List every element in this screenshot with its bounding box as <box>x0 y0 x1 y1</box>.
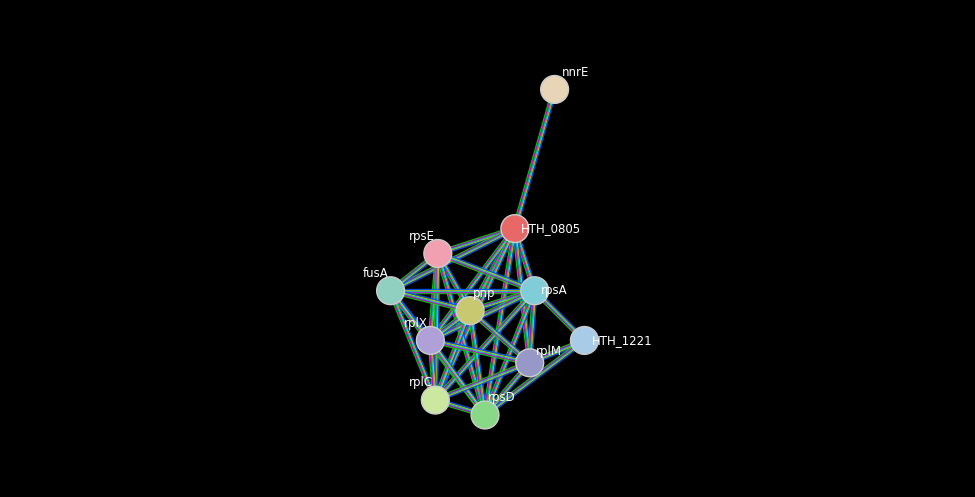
Circle shape <box>541 76 568 103</box>
Text: pnp: pnp <box>473 287 495 300</box>
Circle shape <box>416 327 445 354</box>
Circle shape <box>376 277 405 305</box>
Circle shape <box>456 297 484 325</box>
Text: rplC: rplC <box>409 376 433 389</box>
Circle shape <box>521 277 549 305</box>
Text: rpsD: rpsD <box>488 391 515 404</box>
Circle shape <box>424 240 451 267</box>
Text: fusA: fusA <box>363 267 388 280</box>
Circle shape <box>570 327 599 354</box>
Text: HTH_0805: HTH_0805 <box>521 222 581 235</box>
Text: rplM: rplM <box>535 345 562 358</box>
Circle shape <box>421 386 449 414</box>
Text: nnrE: nnrE <box>562 66 590 79</box>
Text: rpsE: rpsE <box>410 230 435 243</box>
Text: rplX: rplX <box>404 317 428 330</box>
Circle shape <box>516 349 544 377</box>
Circle shape <box>501 215 528 243</box>
Text: HTH_1221: HTH_1221 <box>592 334 652 347</box>
Circle shape <box>471 401 499 429</box>
Text: rpsA: rpsA <box>541 284 567 297</box>
